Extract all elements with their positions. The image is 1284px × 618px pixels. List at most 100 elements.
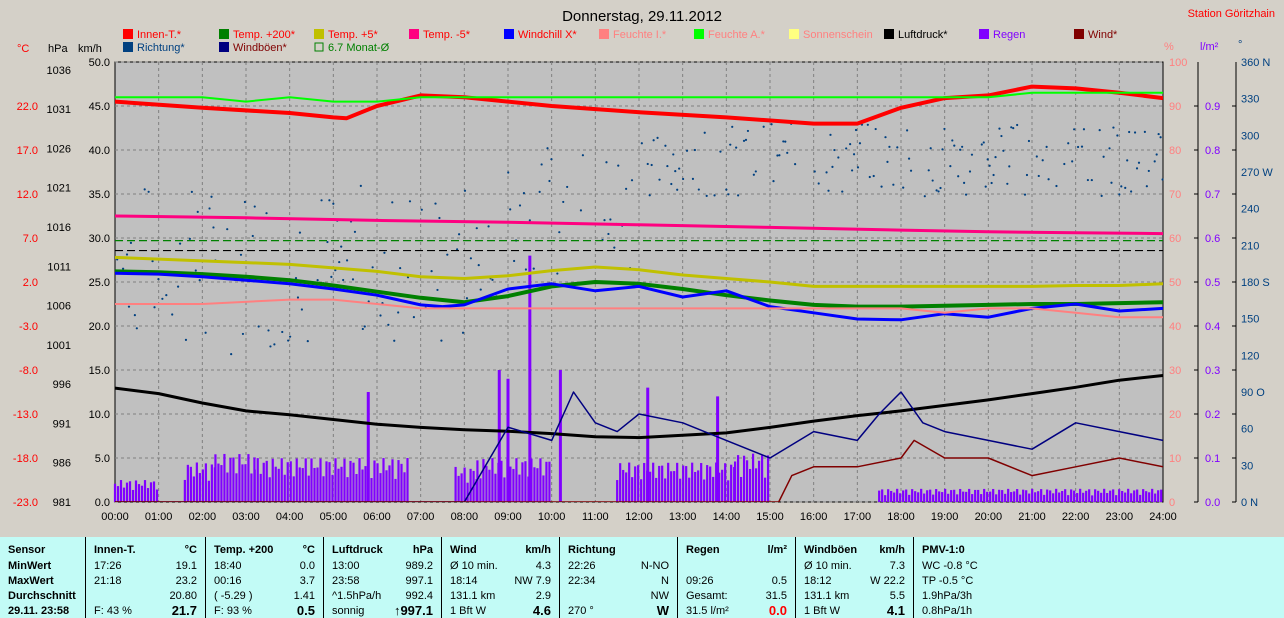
rain-tick: 0.6	[1205, 233, 1220, 245]
legend-swatch	[979, 29, 989, 39]
pressure-tick: 1011	[47, 261, 71, 273]
direction-point	[566, 185, 569, 189]
stats-cell-label: F: 93 %	[214, 605, 252, 617]
direction-point	[1008, 165, 1011, 168]
series-line	[115, 84, 1163, 126]
direction-point	[143, 188, 146, 191]
direction-point	[858, 142, 862, 145]
humidity-tick: 70	[1169, 189, 1181, 201]
direction-point	[625, 187, 628, 190]
direction-point	[970, 153, 974, 156]
direction-point	[469, 257, 472, 260]
stats-row: 29.11. 23:58	[0, 603, 85, 618]
direction-point	[371, 266, 374, 269]
direction-point	[656, 136, 659, 139]
direction-point	[1000, 134, 1003, 138]
legend-label: 6.7 Monat-Ø	[328, 42, 390, 54]
stats-cell-label: 18:14	[450, 575, 478, 587]
direction-point	[125, 253, 129, 256]
direction-point	[884, 136, 887, 139]
direction-point	[436, 288, 439, 292]
stats-cell-value: 21.7	[171, 603, 197, 618]
series-line	[115, 214, 1163, 236]
direction-point	[772, 180, 775, 183]
legend-swatch	[314, 42, 324, 52]
stats-cell-label: 00:16	[214, 575, 242, 587]
direction-point	[784, 140, 787, 143]
x-tick-label: 03:00	[232, 511, 260, 523]
direction-point	[1102, 155, 1105, 158]
direction-point	[363, 325, 366, 328]
direction-point	[1080, 145, 1084, 148]
direction-point	[949, 165, 952, 168]
direction-point	[457, 233, 461, 236]
direction-point	[697, 188, 700, 191]
direction-point	[1006, 182, 1009, 185]
stats-cell-value: N	[661, 575, 669, 587]
pressure-tick: 1036	[47, 65, 71, 77]
stats-row: 18:40 0.0	[206, 558, 323, 574]
temp-tick: -18.0	[13, 453, 38, 465]
stats-cell-label: 18:12	[804, 575, 832, 587]
direction-point	[937, 190, 940, 193]
stats-header-label: Luftdruck	[332, 544, 383, 556]
stats-header-unit: l/m²	[767, 544, 787, 556]
legend-swatch	[694, 29, 704, 39]
direction-point	[1010, 126, 1013, 129]
direction-point	[367, 300, 370, 303]
temp-tick: -3.0	[19, 321, 38, 333]
stats-cell-label: 21:18	[94, 575, 122, 587]
legend-label: Feuchte A.*	[708, 29, 766, 41]
direction-point	[528, 219, 531, 222]
stats-cell-label: 131.1 km	[804, 590, 850, 602]
direction-point	[630, 179, 634, 182]
direction-point	[727, 193, 730, 196]
stats-cell-value: 20.80	[169, 590, 197, 602]
pressure-tick: 991	[53, 418, 71, 430]
direction-unit-label: °	[1238, 39, 1242, 51]
direction-point	[607, 232, 610, 236]
direction-point	[874, 127, 877, 131]
direction-point	[361, 327, 364, 331]
direction-point	[907, 157, 911, 160]
stats-cell-value: NW 7.9	[514, 575, 551, 587]
stats-header-label: Temp. +200	[214, 544, 274, 556]
stats-cell-value: 5.5	[889, 590, 905, 602]
stats-header: Wind km/h	[442, 542, 559, 558]
stats-row: 18:14 NW 7.9	[442, 573, 559, 589]
direction-point	[1130, 190, 1133, 193]
direction-point	[393, 339, 396, 342]
weather-chart: 00:00 01:00 02:00 03:00 04:00 05:00 06:00 07:00…	[13, 8, 1275, 523]
stats-cell-label: 29.11. 23:58	[8, 605, 70, 617]
direction-point	[1112, 126, 1115, 129]
direction-point	[353, 230, 357, 233]
pressure-tick: 986	[53, 458, 71, 470]
direction-point	[190, 190, 193, 193]
pressure-tick: 1026	[47, 143, 71, 155]
direction-point	[1002, 149, 1005, 152]
direction-point	[650, 163, 653, 167]
direction-point	[241, 332, 245, 336]
stats-row: 131.1 km 2.9	[442, 588, 559, 604]
direction-tick: 150	[1241, 314, 1259, 326]
wind-tick: 25.0	[89, 277, 110, 289]
legend-swatch	[599, 29, 609, 39]
rain-tick: 0.1	[1205, 453, 1220, 465]
direction-point	[831, 165, 834, 168]
direction-point	[161, 297, 164, 300]
stats-cell-label: 18:40	[214, 560, 242, 572]
stats-cell-label: F: 43 %	[94, 605, 132, 617]
stats-block: PMV-1:0 WC -0.8 °C TP -0.5 °C 1.9hPa/3h 0.8h…	[914, 537, 1283, 618]
stats-cell-label: sonnig	[332, 605, 365, 617]
stats-row: MaxWert	[0, 573, 85, 589]
wind-tick: 30.0	[89, 233, 110, 245]
temp-tick: 2.0	[23, 277, 38, 289]
x-tick-label: 13:00	[669, 511, 697, 523]
stats-row: ^1.5hPa/h 992.4	[324, 588, 441, 604]
direction-point	[440, 339, 443, 342]
x-tick-label: 21:00	[1018, 511, 1046, 523]
series-line	[115, 374, 1163, 440]
direction-point	[538, 190, 541, 193]
temp-unit-label: °C	[17, 43, 29, 55]
legend-label: Richtung*	[137, 42, 185, 54]
